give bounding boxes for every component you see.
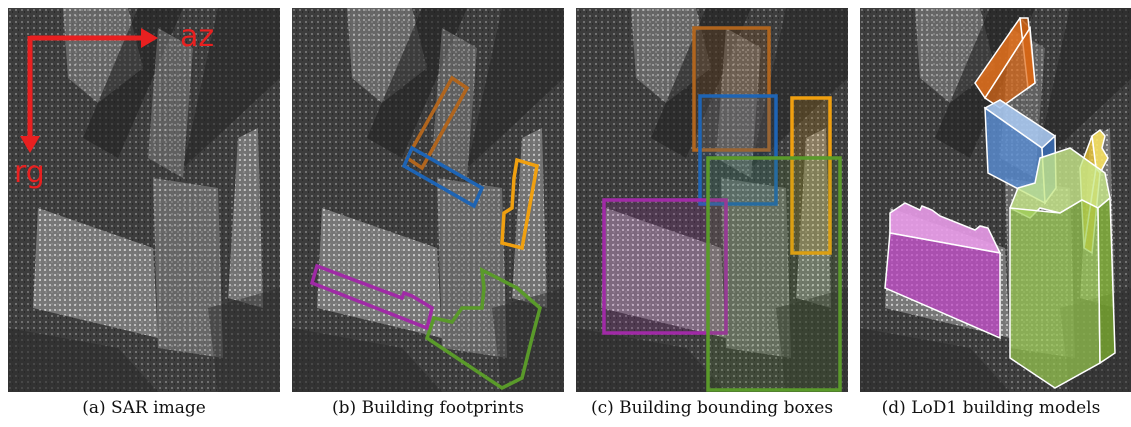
- range-arrow-head: [20, 136, 40, 153]
- model-green: [1009, 147, 1116, 389]
- caption-d: (d) LoD1 building models: [881, 398, 1101, 418]
- model-purple: [884, 202, 1002, 340]
- lod1-overlay: [884, 16, 1116, 389]
- bbox-orange: [790, 96, 832, 255]
- azimuth-label: az: [180, 19, 215, 54]
- footprint-overlay: [309, 75, 542, 391]
- caption-c: (c) Building bounding boxes: [590, 398, 834, 418]
- lod1-models-panel: [860, 8, 1131, 392]
- sar-image-panel: az rg: [8, 8, 280, 392]
- footprint-green: [424, 266, 542, 391]
- azimuth-arrow-head: [141, 28, 158, 48]
- bbox-overlay: [602, 26, 842, 392]
- bbox-brown: [692, 26, 771, 152]
- bbox-green: [706, 156, 842, 392]
- footprint-purple: [309, 263, 435, 331]
- footprint-brown: [404, 75, 470, 171]
- bounding-boxes-panel: [576, 8, 848, 392]
- footprint-orange: [500, 157, 540, 251]
- footprint-blue: [401, 145, 485, 209]
- caption-a: (a) SAR image: [82, 398, 206, 418]
- footprints-panel: [292, 8, 564, 392]
- model-brown: [974, 16, 1036, 109]
- range-label: rg: [14, 155, 45, 190]
- axis-arrows: [20, 28, 158, 153]
- caption-b: (b) Building footprints: [332, 398, 524, 418]
- bbox-purple: [602, 198, 728, 335]
- bbox-blue: [698, 94, 778, 206]
